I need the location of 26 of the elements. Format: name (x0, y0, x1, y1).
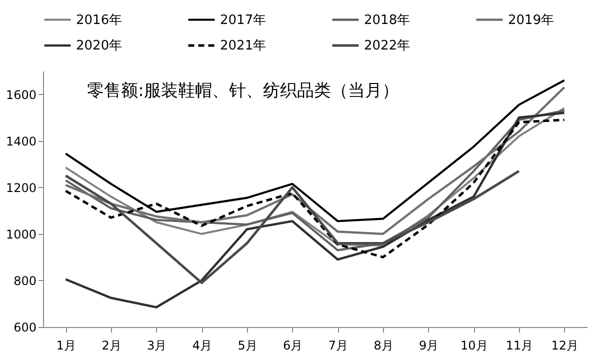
y-tick-label: 1000 (6, 227, 36, 242)
x-tick-label: 2月 (102, 338, 122, 352)
y-tick-label: 1200 (6, 180, 36, 195)
x-tick-label: 12月 (551, 338, 578, 352)
y-tick-label: 1600 (6, 88, 36, 102)
y-tick-label: 800 (14, 274, 36, 288)
x-tick-label: 7月 (328, 338, 348, 352)
legend-label: 2016年 (76, 12, 122, 28)
x-tick-label: 11月 (506, 338, 534, 352)
x-tick-label: 6月 (283, 338, 303, 352)
legend-label: 2018年 (364, 12, 410, 28)
y-tick-label: 600 (14, 320, 36, 334)
x-tick-label: 5月 (238, 338, 258, 352)
legend-label: 2019年 (508, 12, 554, 28)
x-tick-label: 10月 (460, 338, 488, 352)
legend-label: 2021年 (220, 38, 266, 54)
x-tick-label: 4月 (192, 338, 212, 352)
legend-label: 2017年 (220, 12, 266, 28)
y-tick-label: 1400 (6, 134, 36, 148)
text: 零售额:服装鞋帽、针、纺织品类（当月） (87, 81, 399, 101)
legend-label: 2020年 (76, 38, 122, 54)
legend-label: 2022年 (364, 38, 410, 54)
x-tick-label: 8月 (374, 338, 394, 352)
x-tick-label: 3月 (147, 338, 167, 352)
x-tick-label: 1月 (56, 338, 76, 352)
x-tick-label: 9月 (419, 338, 439, 352)
